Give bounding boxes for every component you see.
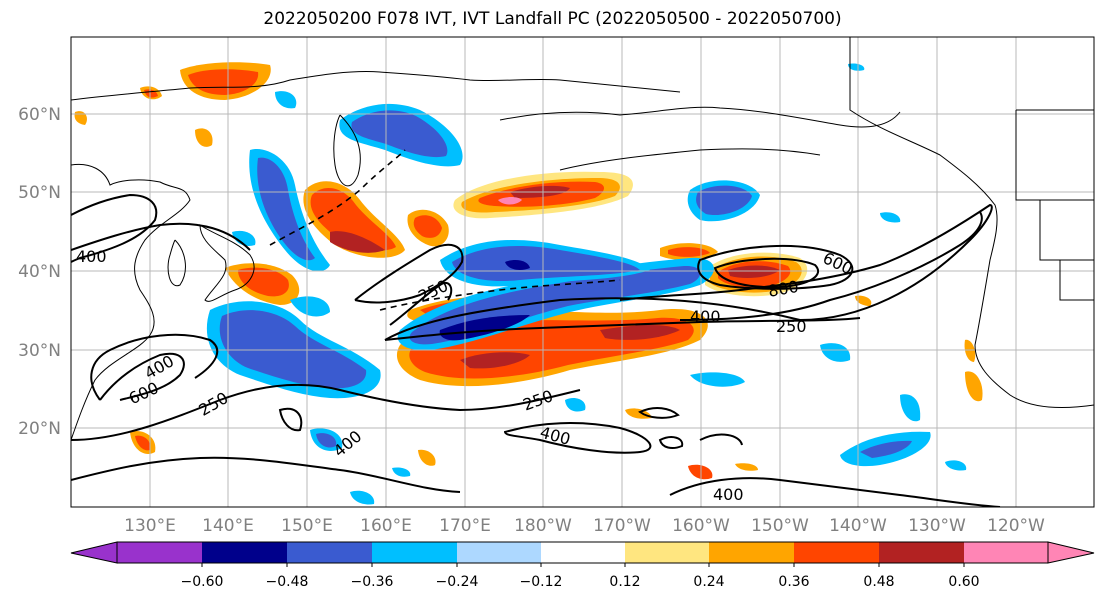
contour-label-400: 400 [330, 427, 366, 461]
contour-label-400: 400 [713, 485, 744, 504]
contour-label-400: 400 [141, 351, 177, 383]
contour-label-600: 600 [126, 378, 162, 408]
colorbar-tick: −0.36 [351, 574, 394, 590]
lat-label-20n: 20°N [18, 419, 61, 439]
contour-label-400: 400 [690, 307, 721, 326]
colorbar-bin [372, 542, 457, 563]
lon-label-150w: 150°W [751, 516, 809, 536]
lon-label-180w: 180°W [514, 516, 572, 536]
colorbar-tick: 0.48 [863, 574, 894, 590]
ivt-contours [71, 193, 1001, 507]
lon-label-150e: 150°E [281, 516, 333, 536]
colorbar-bin [625, 542, 709, 563]
colorbar-bin [964, 542, 1048, 563]
colorbar-bin [117, 542, 202, 563]
coastlines [71, 37, 1094, 441]
contour-600-west [99, 352, 185, 401]
lon-label-130e: 130°E [124, 516, 176, 536]
colorbar-tick: 0.60 [948, 574, 979, 590]
colorbar-tick: 0.12 [609, 574, 640, 590]
colorbar-extend-left [70, 541, 118, 564]
negative-anomaly-regions [206, 63, 967, 505]
contour-400-south [503, 422, 652, 454]
colorbar-bin [457, 542, 541, 563]
contour-400-southeast [669, 477, 1001, 507]
lat-label-40n: 40°N [18, 262, 61, 282]
colorbar-bin [794, 542, 879, 563]
lon-label-130w: 130°W [908, 516, 966, 536]
map-area [71, 37, 1094, 507]
colorbar: −0.60 −0.48 −0.36 −0.24 −0.12 0.12 0.24 … [70, 541, 1095, 590]
lon-label-170w: 170°W [593, 516, 651, 536]
lon-label-140w: 140°W [829, 516, 887, 536]
coast-asia [71, 163, 191, 441]
colorbar-bin [202, 542, 287, 563]
colorbar-bin [709, 542, 794, 563]
coast-japan [199, 224, 255, 302]
contour-250-south [71, 383, 581, 441]
colorbar-extend-right [1047, 541, 1095, 564]
colorbar-tick: −0.60 [181, 574, 224, 590]
colorbar-tick: −0.24 [436, 574, 479, 590]
contour-label-400: 400 [76, 247, 107, 266]
coast-siberia [71, 71, 681, 101]
coast-kamchatka [333, 114, 361, 187]
lon-label-170e: 170°E [439, 516, 491, 536]
contour-400-east [679, 211, 983, 321]
lon-label-120w: 120°W [987, 516, 1045, 536]
lat-label-60n: 60°N [18, 105, 61, 125]
colorbar-bin [287, 542, 372, 563]
colorbar-bin [541, 542, 625, 563]
coast-korea [167, 239, 186, 287]
contour-label-250: 250 [776, 317, 807, 336]
lon-label-140e: 140°E [202, 516, 254, 536]
hawaii-track [379, 279, 621, 311]
lon-label-160w: 160°W [672, 516, 730, 536]
contour-400-west [71, 193, 158, 263]
colorbar-tick: 0.36 [778, 574, 809, 590]
contour-label-250: 250 [520, 386, 555, 414]
lat-label-30n: 30°N [18, 341, 61, 361]
contour-label-800: 800 [767, 277, 800, 301]
contour-250-jpn [354, 243, 464, 304]
colorbar-tick: −0.12 [520, 574, 563, 590]
colorbar-bin [879, 542, 964, 563]
map-frame [70, 36, 1095, 508]
colorbar-tick: 0.24 [693, 574, 724, 590]
contour-label-250: 250 [196, 388, 232, 420]
coast-north-america [849, 37, 1094, 409]
coast-alaska [499, 106, 901, 128]
lon-labels: 130°E 140°E 150°E 160°E 170°E 180°W 170°… [124, 516, 1045, 536]
lon-label-160e: 160°E [360, 516, 412, 536]
lat-labels: 60°N 50°N 40°N 30°N 20°N [18, 105, 61, 439]
lat-label-50n: 50°N [18, 183, 61, 203]
contour-250-main [384, 203, 993, 341]
colorbar-tick: −0.48 [266, 574, 309, 590]
plot-title: 2022050200 F078 IVT, IVT Landfall PC (20… [263, 9, 842, 29]
contour-600 [697, 244, 854, 290]
contour-800 [713, 257, 819, 289]
